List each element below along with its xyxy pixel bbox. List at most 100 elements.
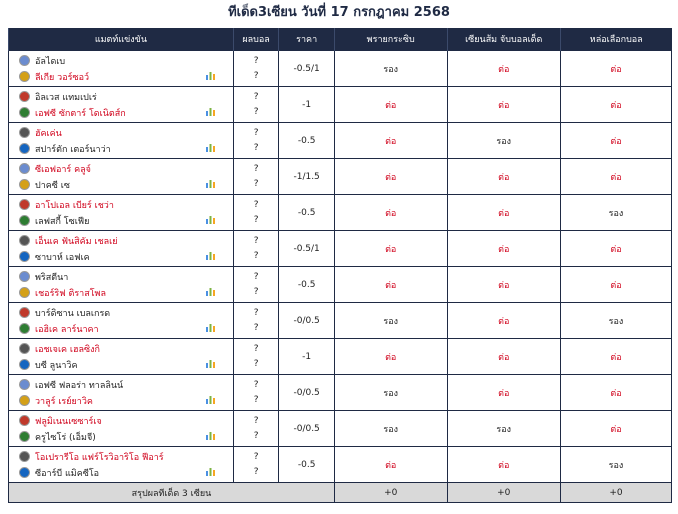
tip: ต่อ bbox=[446, 302, 561, 339]
team-logo bbox=[19, 307, 30, 318]
result-cell: ?? bbox=[232, 266, 280, 303]
result: ? bbox=[253, 163, 259, 174]
price: -1 bbox=[278, 338, 335, 375]
team-logo bbox=[19, 107, 30, 118]
team-name: วาลูร์ เรย์ยาวิค bbox=[35, 396, 93, 407]
result-cell: ?? bbox=[232, 374, 280, 411]
team-logo bbox=[19, 251, 30, 262]
stats-icon bbox=[205, 396, 215, 404]
column-header: พรายกระซิบ bbox=[333, 28, 447, 51]
result: ? bbox=[253, 415, 259, 426]
team-logo bbox=[19, 199, 30, 210]
team-name: เชอร์ริฟ ติราสโพล bbox=[35, 288, 106, 299]
team-logo bbox=[19, 451, 30, 462]
team: ครูไซโร่ (เอ็มจี) bbox=[19, 429, 233, 445]
team-logo bbox=[19, 431, 30, 442]
team-name: อัลไดเบ bbox=[35, 56, 66, 67]
result: ? bbox=[253, 430, 259, 441]
team: ฮัคเค่น bbox=[19, 125, 233, 141]
tip: ต่อ bbox=[333, 194, 448, 231]
result: ? bbox=[253, 55, 259, 66]
team: เลฟสกี้ โซเฟีย bbox=[19, 213, 233, 229]
tip: รอง bbox=[333, 374, 448, 411]
team-name: โอเปรารีโอ แฟร์โรวิอาริโอ ฟีอาร์ bbox=[35, 452, 164, 463]
match-row: ฮัคเค่น สปาร์ตัก เตอร์นาว่า?? -0.5 ต่อ รอง ต่… bbox=[8, 122, 673, 159]
result: ? bbox=[253, 466, 259, 477]
match-cell: เอ็นเค ฟันสิคัม เชลเย่ซาบาห์ เอฟเค bbox=[8, 230, 234, 267]
team-name: เอชเจเค เฮลซิงกิ bbox=[35, 344, 100, 355]
stats-icon bbox=[205, 432, 215, 440]
tip: ต่อ bbox=[559, 86, 673, 123]
team-logo bbox=[19, 271, 30, 282]
footer-row: สรุปผลทีเด็ด 3 เซียน +0 +0 +0 bbox=[8, 482, 673, 503]
team: อัลไดเบ bbox=[19, 53, 233, 69]
team-name: ครูไซโร่ (เอ็มจี) bbox=[35, 432, 96, 443]
team-logo bbox=[19, 71, 30, 82]
match-row: เอฟซี ฟลอร่า ทาลลินน์ วาลูร์ เรย์ยาวิค?? -… bbox=[8, 374, 673, 411]
stats-icon bbox=[205, 108, 215, 116]
price: -1 bbox=[278, 86, 335, 123]
tip: ต่อ bbox=[559, 266, 673, 303]
team: โอเปรารีโอ แฟร์โรวิอาริโอ ฟีอาร์ bbox=[19, 449, 233, 465]
team-logo bbox=[19, 323, 30, 334]
match-cell: ซีเอฟอาร์ คลูจ์ ปาคซี เซ bbox=[8, 158, 234, 195]
stats-icon bbox=[205, 468, 215, 476]
result: ? bbox=[253, 235, 259, 246]
price: -0/0.5 bbox=[278, 410, 335, 447]
result-cell: ?? bbox=[232, 230, 280, 267]
team: ซีเอฟอาร์ คลูจ์ bbox=[19, 161, 233, 177]
team-name: บาร์ดิซาน เบลเกรด bbox=[35, 308, 111, 319]
tip: ต่อ bbox=[559, 122, 673, 159]
result-cell: ?? bbox=[232, 158, 280, 195]
stats-icon bbox=[205, 72, 215, 80]
team-name: บซี ลูนาวิค bbox=[35, 360, 78, 371]
team-logo bbox=[19, 127, 30, 138]
team-logo bbox=[19, 215, 30, 226]
price: -0/0.5 bbox=[278, 302, 335, 339]
result: ? bbox=[253, 394, 259, 405]
tip: ต่อ bbox=[333, 86, 448, 123]
team: ซาบาห์ เอฟเค bbox=[19, 249, 233, 265]
match-row: ฟลูมิเนนเซซาร์เจ ครูไซโร่ (เอ็มจี)?? -0/0.… bbox=[8, 410, 673, 447]
result: ? bbox=[253, 214, 259, 225]
team-name: เอ็นเค ฟันสิคัม เชลเย่ bbox=[35, 236, 118, 247]
match-cell: ฮัคเค่น สปาร์ตัก เตอร์นาว่า bbox=[8, 122, 234, 159]
match-cell: บาร์ดิซาน เบลเกรดเอฮิเค ลาร์นาคา bbox=[8, 302, 234, 339]
team-logo bbox=[19, 415, 30, 426]
match-cell: อิลเวส แทมเปเร่ เอฟซี ซักตาร์ โดเนิตส์ก bbox=[8, 86, 234, 123]
result: ? bbox=[253, 358, 259, 369]
result: ? bbox=[253, 322, 259, 333]
result: ? bbox=[253, 343, 259, 354]
tip: ต่อ bbox=[559, 338, 673, 375]
tip: รอง bbox=[333, 410, 448, 447]
team-logo bbox=[19, 91, 30, 102]
tip: ต่อ bbox=[446, 194, 561, 231]
result: ? bbox=[253, 451, 259, 462]
match-cell: เอชเจเค เฮลซิงกิบซี ลูนาวิค bbox=[8, 338, 234, 375]
team: เอฮิเค ลาร์นาคา bbox=[19, 321, 233, 337]
result: ? bbox=[253, 178, 259, 189]
match-cell: อาโปเอล เบียร์ เชว่า เลฟสกี้ โซเฟีย bbox=[8, 194, 234, 231]
team-logo bbox=[19, 55, 30, 66]
column-header: ผลบอล bbox=[232, 28, 279, 51]
page-title: ทีเด็ด3เซียน วันที่ 17 กรกฎาคม 2568 bbox=[228, 5, 450, 20]
match-row: บาร์ดิซาน เบลเกรด เอฮิเค ลาร์นาคา?? -0/0.5… bbox=[8, 302, 673, 339]
tip: ต่อ bbox=[446, 446, 561, 483]
tip: ต่อ bbox=[559, 410, 673, 447]
column-header: เซียนส้ม จับบอลเด็ด bbox=[446, 28, 561, 51]
team-logo bbox=[19, 163, 30, 174]
result: ? bbox=[253, 70, 259, 81]
tip: ต่อ bbox=[333, 266, 448, 303]
match-row: เอ็นเค ฟันสิคัม เชลเย่ ซาบาห์ เอฟเค?? -0.5… bbox=[8, 230, 673, 267]
footer-total: +0 bbox=[446, 482, 561, 503]
team: เอชเจเค เฮลซิงกิ bbox=[19, 341, 233, 357]
match-row: โอเปรารีโอ แฟร์โรวิอาริโอ ฟีอาร์ ซีอาร์บี… bbox=[8, 446, 673, 483]
team-name: อิลเวส แทมเปเร่ bbox=[35, 92, 97, 103]
tip: ต่อ bbox=[333, 446, 448, 483]
match-cell: เอฟซี ฟลอร่า ทาลลินน์วาลูร์ เรย์ยาวิค bbox=[8, 374, 234, 411]
team-name: เอฟซี ฟลอร่า ทาลลินน์ bbox=[35, 380, 124, 391]
result-cell: ?? bbox=[232, 410, 280, 447]
match-row: อาโปเอล เบียร์ เชว่า เลฟสกี้ โซเฟีย?? -0.5… bbox=[8, 194, 673, 231]
tip: ต่อ bbox=[333, 122, 448, 159]
tips-table: แมตท์แข่งขัน ผลบอล ราคา พรายกระซิบ เซียนส้ม … bbox=[8, 28, 673, 503]
